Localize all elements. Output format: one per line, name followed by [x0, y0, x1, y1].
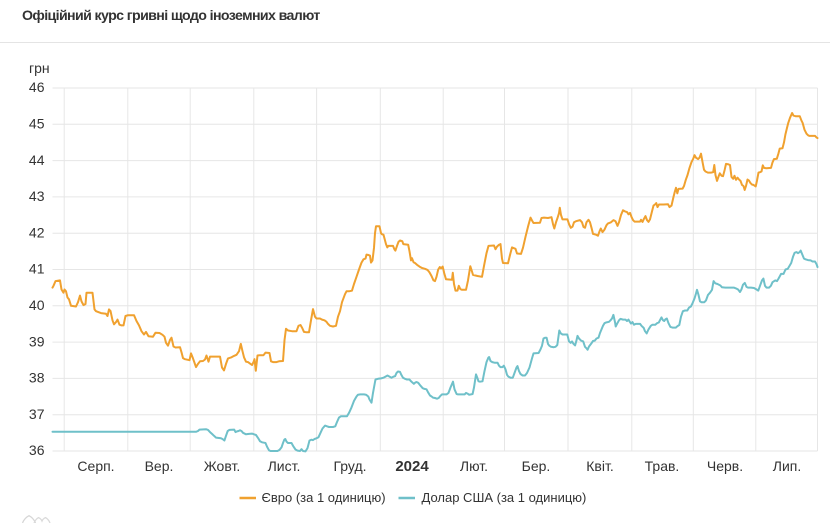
svg-text:Вер.: Вер.: [145, 458, 174, 474]
svg-text:Лист.: Лист.: [268, 458, 301, 474]
svg-text:Лют.: Лют.: [460, 458, 488, 474]
svg-text:45: 45: [29, 116, 45, 132]
svg-text:44: 44: [29, 152, 45, 168]
svg-text:Груд.: Груд.: [333, 458, 366, 474]
svg-text:Бер.: Бер.: [522, 458, 551, 474]
svg-text:38: 38: [29, 370, 45, 386]
svg-text:Трав.: Трав.: [645, 458, 680, 474]
svg-text:37: 37: [29, 406, 45, 422]
svg-text:40: 40: [29, 297, 45, 313]
svg-text:46: 46: [29, 79, 45, 95]
svg-text:39: 39: [29, 333, 45, 349]
svg-text:Євро (за 1 одиницю): Євро (за 1 одиницю): [262, 490, 386, 505]
svg-text:43: 43: [29, 188, 45, 204]
svg-text:Черв.: Черв.: [707, 458, 743, 474]
svg-text:Жовт.: Жовт.: [204, 458, 240, 474]
svg-text:Квіт.: Квіт.: [586, 458, 613, 474]
svg-text:Долар США (за 1 одиницю): Долар США (за 1 одиницю): [422, 490, 587, 505]
svg-text:36: 36: [29, 442, 45, 458]
svg-text:Серп.: Серп.: [77, 458, 114, 474]
svg-text:2024: 2024: [395, 458, 429, 475]
svg-text:Лип.: Лип.: [773, 458, 801, 474]
svg-text:грн: грн: [29, 60, 50, 76]
svg-text:41: 41: [29, 261, 45, 277]
svg-text:42: 42: [29, 224, 45, 240]
